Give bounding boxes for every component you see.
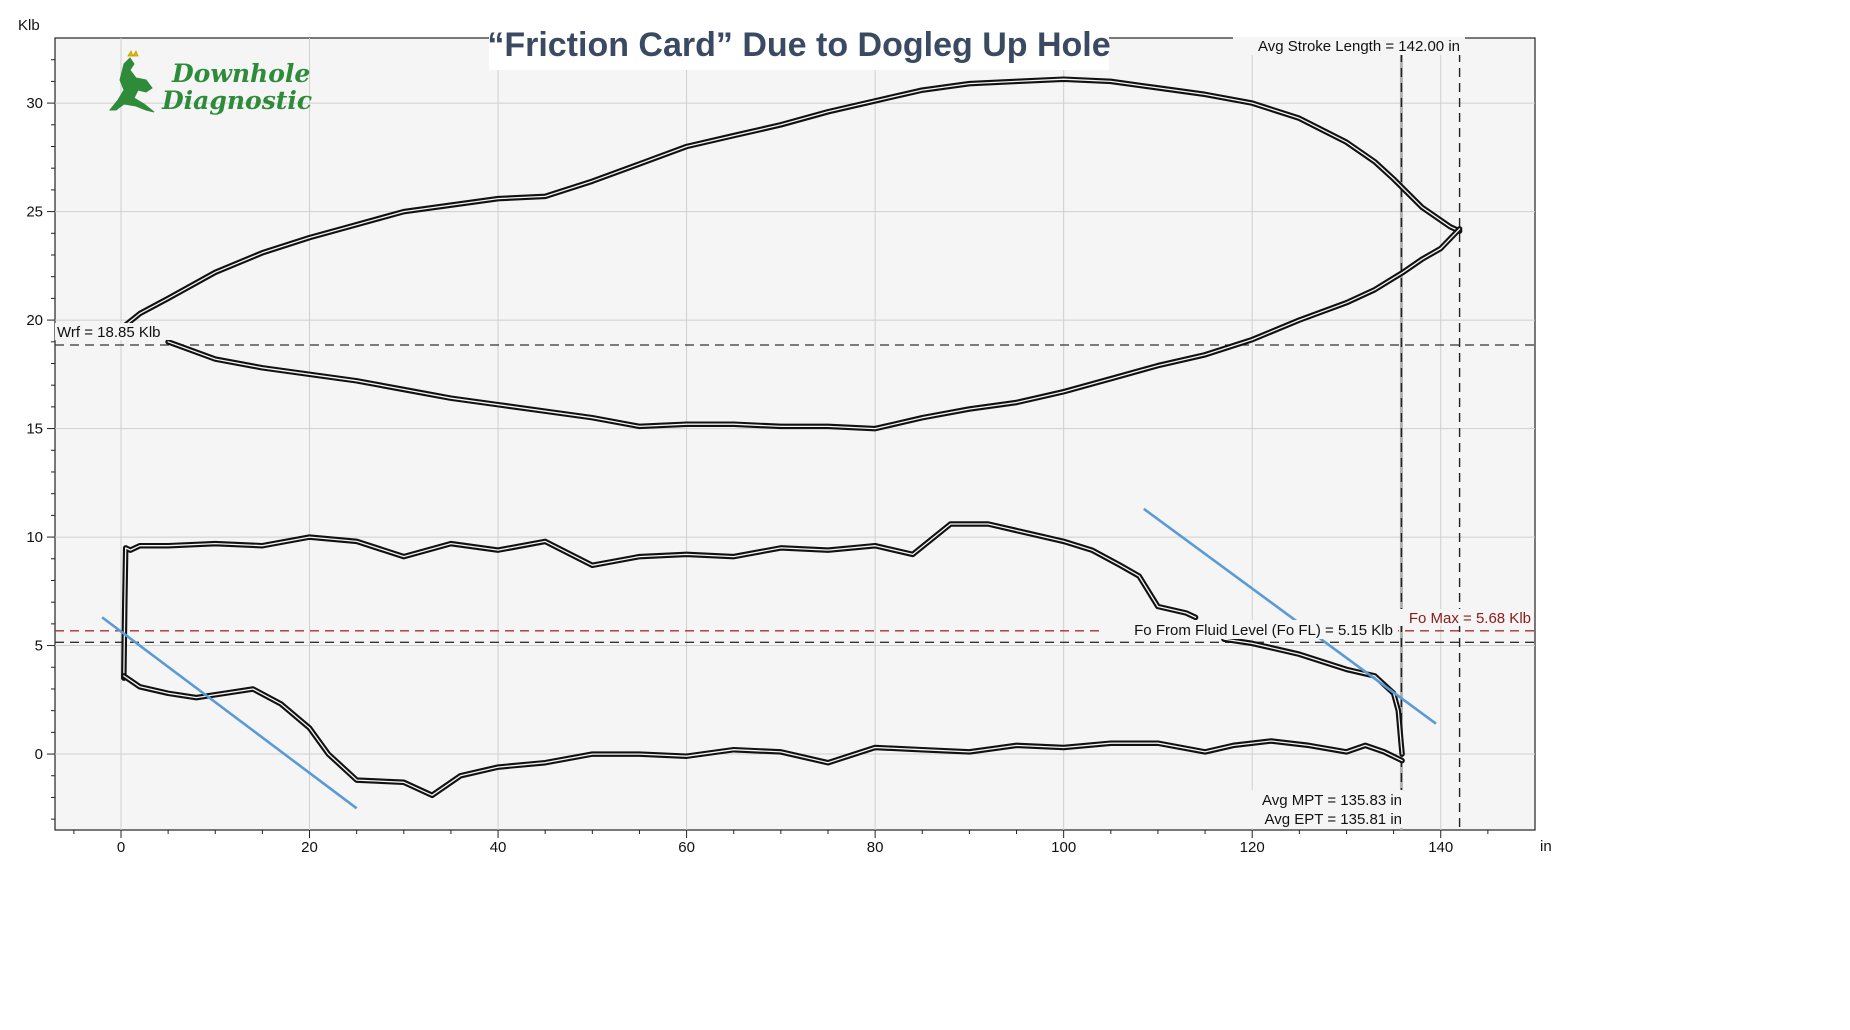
x-tick-label: 20 [301,839,318,856]
y-tick-label: 5 [35,638,43,655]
axis-ticks: 0 20 40 60 80 100 120 140 0 5 10 15 20 25 30 [26,59,1489,856]
card-segment-3-inner [123,523,1197,679]
dragon-icon [108,50,155,113]
friction-guide-line-1 [101,616,358,810]
x-tick-label: 0 [117,839,125,856]
guide-lines [101,507,1437,810]
logo-line-1: Downhole [171,59,310,88]
x-axis-label: in [1540,838,1552,855]
y-tick-label: 10 [26,529,43,546]
ept-label: Avg EPT = 135.81 in [1265,811,1402,828]
card-segment-1-inner [120,78,1461,330]
y-tick-label: 30 [26,95,43,112]
wrf-label: Wrf = 18.85 Klb [57,324,161,341]
mpt-label: Avg MPT = 135.83 in [1262,792,1402,809]
mpt-label-bg [1246,790,1406,828]
stroke-length-label: Avg Stroke Length = 142.00 in [1258,38,1460,55]
x-tick-label: 120 [1240,839,1265,856]
y-axis-label: Klb [18,17,40,34]
wrf-label-bg [55,323,175,340]
x-tick-label: 40 [490,839,507,856]
fo-fl-label-bg [1103,620,1398,639]
series-group [118,76,1463,799]
card-segment-4-inner [1223,638,1403,755]
x-tick-label: 100 [1051,839,1076,856]
x-tick-label: 60 [678,839,695,856]
plot-area [54,37,1536,831]
card-segment-2-inner [167,228,1461,430]
fo-max-label-bg [1396,609,1534,626]
x-tick-label: 140 [1428,839,1453,856]
stroke-length-label-bg [1233,37,1465,55]
fo-max-label: Fo Max = 5.68 Klb [1409,610,1531,627]
y-tick-label: 0 [35,746,43,763]
downhole-diagnostic-logo: Downhole Diagnostic [108,50,312,115]
x-tick-label: 80 [867,839,884,856]
chart-title: “Friction Card” Due to Dogleg Up Hole [487,26,1110,64]
y-tick-label: 15 [26,421,43,438]
y-tick-label: 25 [26,204,43,221]
title-background [489,22,1109,70]
card-segment-5-inner [123,675,1403,796]
friction-guide-line-2 [1143,507,1437,725]
fo-fl-label: Fo From Fluid Level (Fo FL) = 5.15 Klb [1134,622,1393,639]
y-tick-label: 20 [26,312,43,329]
logo-line-2: Diagnostic [161,86,312,115]
